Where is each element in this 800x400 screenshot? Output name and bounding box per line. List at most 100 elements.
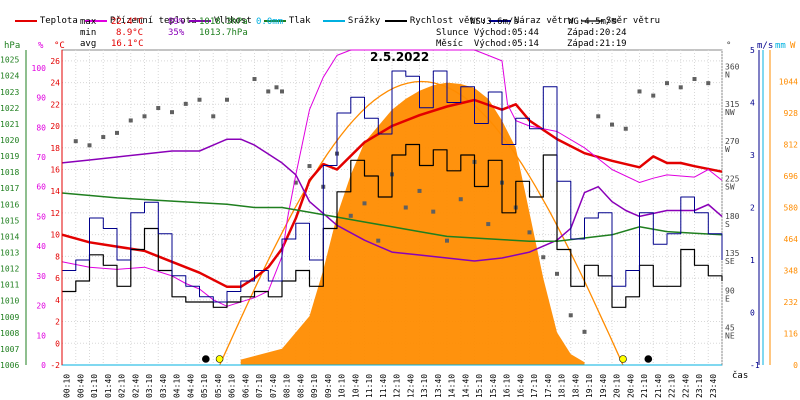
- moon-marker: [202, 355, 210, 363]
- pct-tick-label: 50: [36, 212, 46, 221]
- c-tick-label: 0: [55, 339, 60, 348]
- time-tick-label: 11:40: [379, 374, 388, 398]
- stat-avg-temp: 16.1°C: [111, 39, 144, 49]
- direction-point: [280, 89, 284, 94]
- time-tick-label: 16:40: [516, 374, 525, 398]
- hpa-tick-label: 1015: [0, 216, 19, 225]
- ms-tick-label: 0: [750, 309, 755, 318]
- dir-tick-label: W: [725, 145, 730, 154]
- w-tick-label: 696: [784, 172, 799, 181]
- stat-avg-label: avg: [80, 39, 97, 49]
- ms-tick-label: 5: [750, 46, 755, 55]
- hpa-tick-label: 1016: [0, 200, 19, 209]
- legend-label: Přízemní teplota: [109, 16, 197, 26]
- pct-tick-label: 30: [36, 272, 46, 281]
- series-line-vlhkost: [61, 138, 723, 262]
- legend-label: Směr větru: [605, 16, 661, 26]
- legend-naraz-vetru: Náraz větru: [478, 3, 573, 26]
- w-tick-label: 0: [793, 361, 798, 370]
- w-tick-label: 928: [784, 109, 799, 118]
- direction-point: [568, 313, 573, 318]
- time-tick-label: 00:40: [76, 374, 85, 398]
- sun-marker: [215, 355, 224, 363]
- time-tick-label: 12:40: [406, 374, 415, 398]
- hpa-tick-label: 1020: [0, 136, 19, 145]
- time-tick-label: 17:10: [530, 374, 539, 398]
- c-tick-label: 20: [50, 122, 60, 131]
- time-tick-label: 10:10: [338, 374, 347, 398]
- astro-markers: [202, 355, 653, 363]
- direction-point: [651, 93, 656, 98]
- time-tick-label: 07:10: [255, 374, 264, 398]
- legend-swatch: [84, 19, 107, 22]
- mm-axis-title: mm: [775, 41, 786, 51]
- c-tick-label: 14: [50, 187, 60, 196]
- direction-point: [307, 164, 312, 169]
- axes: hPa% °C1025102410231022102110201019101810…: [0, 41, 798, 398]
- legend-prizemni-teplota: Přízemní teplota: [74, 3, 197, 26]
- hpa-tick-label: 1024: [0, 72, 19, 81]
- series-lines: [61, 49, 723, 366]
- hpa-tick-label: 1010: [0, 297, 19, 306]
- ms-tick-label: 4: [750, 99, 755, 108]
- hpa-tick-label: 1007: [0, 345, 19, 354]
- legend-srazky: Srážky: [312, 3, 380, 26]
- time-tick-label: 09:40: [324, 374, 333, 398]
- direction-point: [403, 205, 408, 210]
- direction-point: [266, 89, 271, 94]
- direction-point: [128, 118, 133, 123]
- dir-tick-label: NE: [725, 332, 735, 341]
- direction-point: [417, 188, 422, 193]
- pct-tick-label: 70: [36, 153, 46, 162]
- hpa-axis-title: hPa: [4, 41, 20, 51]
- direction-point: [541, 255, 546, 260]
- pct-tick-label: 10: [36, 331, 46, 340]
- c-tick-label: 18: [50, 144, 60, 153]
- time-tick-label: 17:40: [544, 374, 553, 398]
- time-tick-label: 21:40: [654, 374, 663, 398]
- legend-tlak: Tlak: [253, 3, 311, 26]
- direction-point: [225, 97, 229, 102]
- dir-tick-label: 135: [725, 249, 740, 258]
- direction-point: [101, 135, 106, 140]
- ms-tick-label: 1: [750, 256, 755, 265]
- info-moon-rise: Měsíc Východ:05:14: [436, 39, 539, 49]
- legend-vlhkost: Vlhkost: [178, 3, 252, 26]
- direction-point: [252, 77, 257, 82]
- hpa-tick-label: 1017: [0, 184, 19, 193]
- time-tick-label: 04:10: [173, 374, 182, 398]
- hpa-tick-label: 1019: [0, 152, 19, 161]
- dir-tick-label: NW: [725, 108, 735, 117]
- time-tick-label: 02:40: [131, 374, 140, 398]
- legend-label: Vlhkost: [213, 16, 252, 26]
- legend-swatch: [384, 19, 407, 22]
- ms-axis-title: m/s: [757, 41, 773, 51]
- direction-point: [274, 85, 279, 90]
- hpa-tick-label: 1018: [0, 168, 19, 177]
- hpa-tick-label: 1022: [0, 104, 19, 113]
- time-tick-label: 06:40: [241, 374, 250, 398]
- stat-max-label: max: [80, 17, 97, 27]
- stat-max-rain: 0.0mm: [256, 17, 284, 27]
- direction-point: [610, 122, 614, 127]
- info-sun-set: Západ:20:24: [567, 28, 627, 38]
- time-tick-label: 00:10: [63, 374, 72, 398]
- legend-swatch: [263, 19, 286, 22]
- direction-point: [486, 222, 491, 227]
- time-tick-label: 06:10: [228, 374, 237, 398]
- chart-date: 2.5.2022: [370, 50, 430, 64]
- sun-marker: [619, 355, 627, 363]
- legend-swatch: [580, 19, 603, 22]
- w-tick-label: 116: [784, 330, 799, 339]
- legend-label: Srážky: [347, 16, 381, 26]
- info-ws: WS:3.6m/s: [470, 17, 519, 27]
- time-tick-label: 20:40: [626, 374, 635, 398]
- time-tick-label: 13:40: [434, 374, 443, 398]
- series-line-tlak: [61, 192, 723, 242]
- hpa-tick-label: 1008: [0, 329, 19, 338]
- time-tick-label: 23:10: [695, 374, 704, 398]
- c-tick-label: 26: [50, 57, 60, 66]
- dir-tick-label: 360: [725, 63, 740, 72]
- stat-max-temp: 22.4°C: [111, 17, 144, 27]
